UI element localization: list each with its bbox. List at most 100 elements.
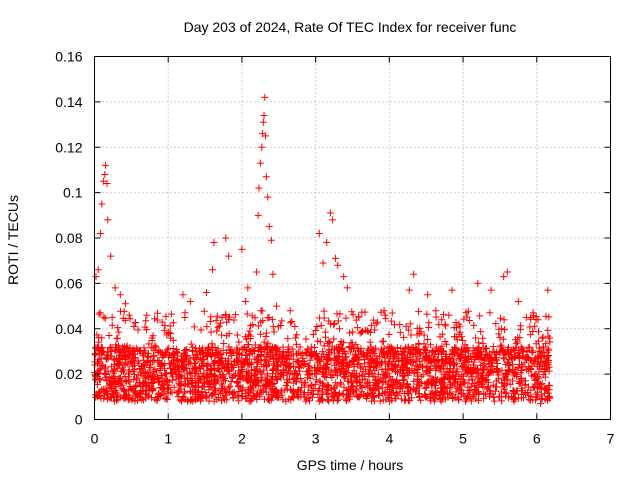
data-point bbox=[95, 369, 103, 377]
data-point bbox=[141, 360, 149, 368]
data-point bbox=[546, 394, 554, 402]
data-point bbox=[110, 378, 118, 386]
data-point bbox=[140, 356, 148, 364]
data-point bbox=[370, 349, 378, 357]
data-point bbox=[492, 383, 500, 391]
data-point bbox=[532, 370, 540, 378]
data-point bbox=[293, 357, 301, 365]
data-point bbox=[308, 387, 316, 395]
data-point bbox=[506, 362, 514, 370]
data-point bbox=[378, 348, 386, 356]
data-point bbox=[320, 314, 328, 322]
data-point bbox=[149, 387, 157, 395]
data-point bbox=[235, 397, 243, 405]
data-point bbox=[545, 334, 553, 342]
data-point bbox=[235, 338, 243, 346]
data-point bbox=[526, 323, 534, 331]
data-point bbox=[268, 394, 276, 402]
data-point bbox=[262, 333, 270, 341]
data-point bbox=[325, 317, 333, 325]
data-point bbox=[126, 315, 134, 323]
data-point bbox=[100, 370, 108, 378]
data-point bbox=[111, 284, 119, 292]
data-point bbox=[410, 270, 418, 278]
data-point bbox=[197, 326, 205, 334]
data-point bbox=[514, 334, 522, 342]
data-point bbox=[469, 391, 477, 399]
data-point bbox=[278, 386, 286, 394]
data-point bbox=[462, 364, 470, 372]
data-point bbox=[181, 389, 189, 397]
data-point bbox=[101, 363, 109, 371]
data-point bbox=[472, 370, 480, 378]
data-point bbox=[372, 344, 380, 352]
data-point bbox=[474, 383, 482, 391]
x-tick-label: 7 bbox=[607, 431, 615, 447]
y-tick-label: 0.14 bbox=[55, 94, 82, 110]
data-point bbox=[355, 313, 363, 321]
data-point bbox=[153, 316, 161, 324]
data-point bbox=[205, 344, 213, 352]
data-point bbox=[318, 368, 326, 376]
data-point bbox=[240, 343, 248, 351]
data-point bbox=[179, 291, 187, 299]
data-point bbox=[357, 381, 365, 389]
data-point bbox=[413, 369, 421, 377]
data-point bbox=[223, 318, 231, 326]
data-point bbox=[538, 349, 546, 357]
data-point bbox=[458, 345, 466, 353]
data-point bbox=[495, 393, 503, 401]
data-point bbox=[225, 383, 233, 391]
data-point bbox=[272, 344, 280, 352]
data-point bbox=[177, 357, 185, 365]
data-point bbox=[308, 370, 316, 378]
data-point bbox=[452, 368, 460, 376]
data-point bbox=[198, 362, 206, 370]
data-point bbox=[309, 330, 317, 338]
data-point bbox=[340, 374, 348, 382]
data-point bbox=[367, 322, 375, 330]
data-point bbox=[162, 312, 170, 320]
data-point bbox=[339, 363, 347, 371]
data-point bbox=[262, 132, 270, 140]
data-point bbox=[297, 362, 305, 370]
data-point bbox=[187, 388, 195, 396]
data-point bbox=[385, 330, 393, 338]
data-point bbox=[519, 353, 527, 361]
data-point bbox=[316, 378, 324, 386]
data-point bbox=[535, 374, 543, 382]
data-point bbox=[490, 355, 498, 363]
data-point bbox=[443, 340, 451, 348]
data-point bbox=[111, 347, 119, 355]
data-point bbox=[369, 393, 377, 401]
axis-ticks bbox=[94, 56, 611, 420]
data-point bbox=[352, 369, 360, 377]
data-point bbox=[200, 355, 208, 363]
data-point bbox=[505, 368, 513, 376]
data-point bbox=[388, 396, 396, 404]
data-point bbox=[357, 328, 365, 336]
data-point bbox=[160, 326, 168, 334]
data-point bbox=[265, 357, 273, 365]
data-point bbox=[307, 349, 315, 357]
data-point bbox=[480, 354, 488, 362]
data-point bbox=[334, 346, 342, 354]
data-point bbox=[255, 382, 263, 390]
data-point bbox=[316, 338, 324, 346]
data-point bbox=[412, 355, 420, 363]
data-point bbox=[383, 369, 391, 377]
data-point bbox=[425, 351, 433, 359]
data-point bbox=[102, 161, 110, 169]
data-point bbox=[198, 382, 206, 390]
data-point bbox=[185, 380, 193, 388]
data-point bbox=[108, 352, 116, 360]
data-point bbox=[225, 252, 233, 260]
data-point bbox=[323, 366, 331, 374]
data-point bbox=[361, 308, 369, 316]
data-point bbox=[218, 314, 226, 322]
data-point bbox=[98, 200, 106, 208]
data-point bbox=[219, 385, 227, 393]
data-point bbox=[380, 389, 388, 397]
data-point bbox=[371, 326, 379, 334]
data-point bbox=[430, 394, 438, 402]
